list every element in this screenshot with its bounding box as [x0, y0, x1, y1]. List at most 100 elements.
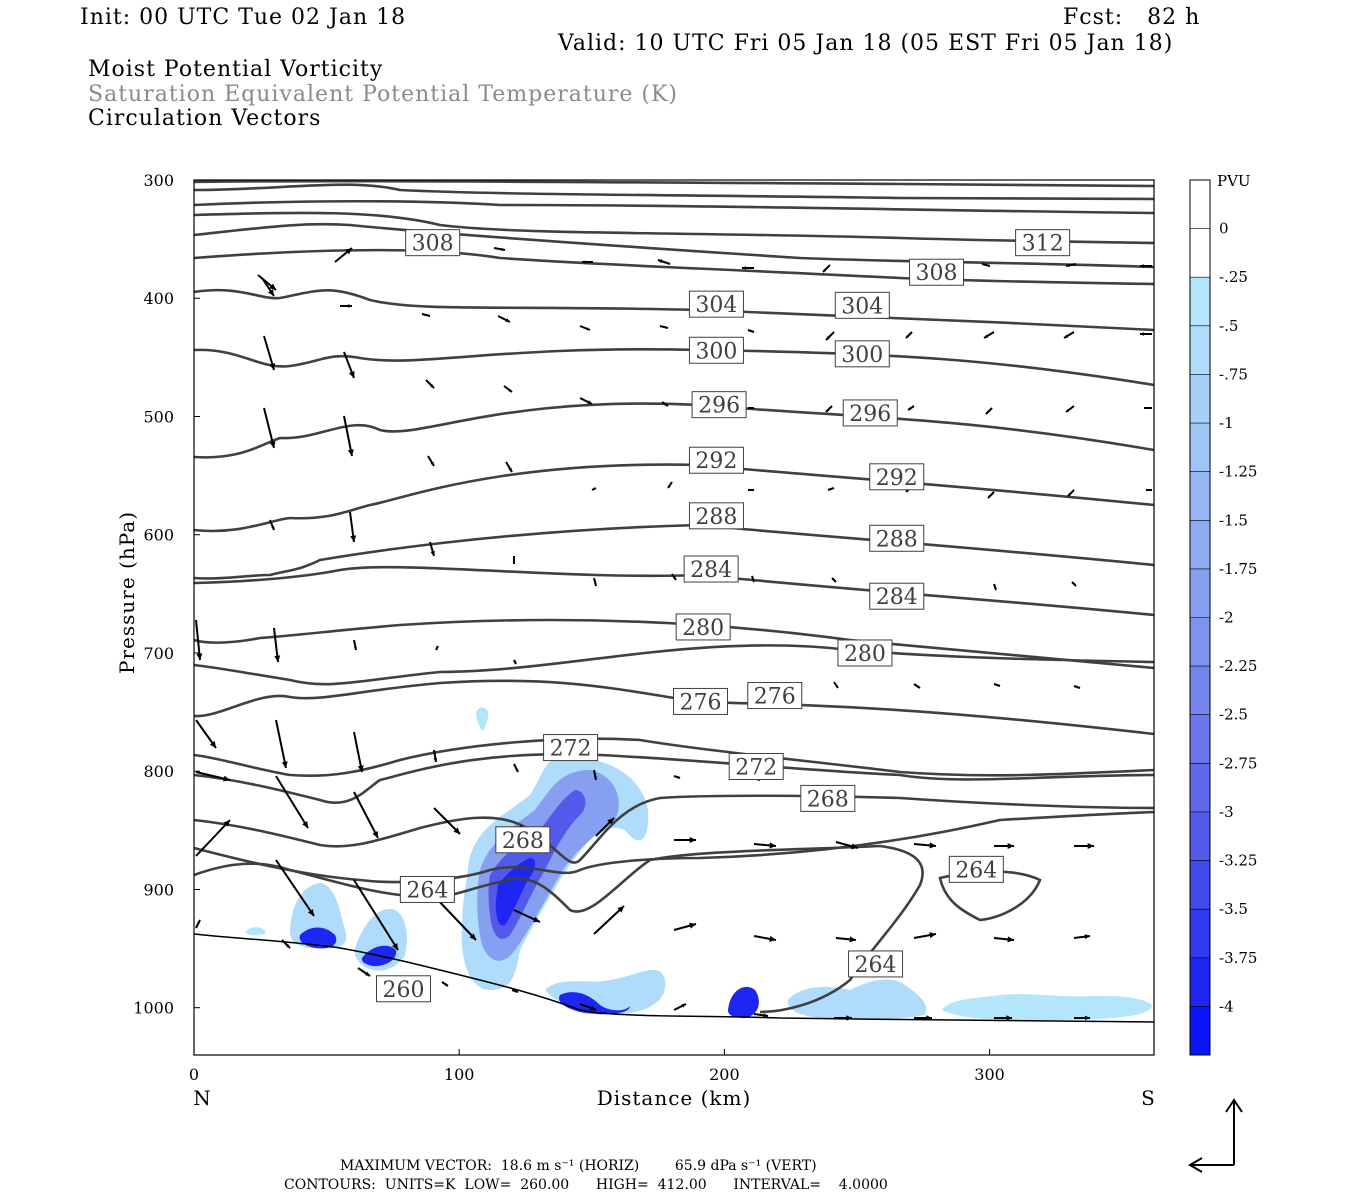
theta-es-contour — [193, 737, 1155, 778]
theta-es-contour — [193, 179, 1155, 188]
vector-arrow — [1063, 331, 1075, 339]
vector-arrow — [334, 247, 353, 263]
y-tick-label: 300 — [143, 171, 174, 190]
vector-arrow — [993, 936, 1015, 943]
vector-arrow — [1065, 405, 1075, 413]
svg-text:284: 284 — [690, 558, 732, 583]
vector-arrow — [1073, 685, 1081, 689]
theta-es-contour — [193, 565, 1155, 617]
max-vector-note: MAXIMUM VECTOR: 18.6 m s⁻¹ (HORIZ) 65.9 … — [340, 1158, 817, 1174]
colorbar-swatch — [1190, 811, 1210, 862]
theta-es-contours — [193, 179, 1155, 1023]
vector-arrow — [671, 573, 677, 581]
colorbar-level-label: -.5 — [1219, 317, 1238, 335]
colorbar-swatch — [1190, 763, 1210, 813]
vector-arrow — [505, 461, 513, 473]
vector-arrow — [433, 749, 438, 763]
valid-time: Valid: 10 UTC Fri 05 Jan 18 (05 EST Fri … — [558, 31, 1174, 56]
vector-arrow — [497, 315, 511, 323]
vector-arrow — [195, 919, 201, 929]
vector-arrow — [1140, 264, 1152, 268]
vector-arrow — [751, 575, 755, 583]
vector-arrow — [673, 1003, 687, 1011]
svg-text:276: 276 — [680, 690, 722, 715]
colorbar-swatch — [1190, 1006, 1210, 1056]
contour-label: 272 — [728, 752, 784, 780]
contour-label: 268 — [495, 826, 551, 854]
contour-labels: 312 308 308 304 304 300 300 296 296 292 292 288 288 2… — [376, 229, 1071, 1003]
vector-arrow — [493, 247, 506, 252]
contour-label: 260 — [376, 975, 432, 1003]
theta-es-contour — [193, 347, 1155, 387]
vector-arrow — [195, 771, 231, 782]
vector-arrow — [825, 331, 835, 341]
vector-arrow — [914, 1015, 932, 1021]
vector-arrow — [913, 932, 937, 939]
colorbar-level-label: -3.25 — [1219, 852, 1257, 870]
colorbar-swatch — [1190, 957, 1210, 1007]
contour-label: 296 — [691, 391, 747, 419]
svg-text:308: 308 — [412, 232, 454, 257]
svg-text:288: 288 — [876, 527, 918, 552]
contour-label: 284 — [869, 582, 925, 610]
vector-arrow — [1074, 842, 1094, 850]
colorbar-frame — [1189, 179, 1211, 1056]
contour-label: 304 — [688, 290, 744, 318]
svg-text:308: 308 — [916, 261, 958, 286]
vector-arrow — [667, 481, 673, 489]
vector-arrow — [1065, 263, 1077, 267]
y-tick-label: 1000 — [133, 999, 174, 1018]
colorbar: PVU 0 -.25 -.5 -.75 -1 -1.25 -1.5 -1.75 -2 -2.25 -2… — [1189, 172, 1257, 1056]
contour-label: 268 — [800, 784, 856, 812]
vector-arrow — [742, 266, 754, 270]
colorbar-swatch — [1190, 617, 1210, 667]
vector-arrow — [425, 379, 435, 389]
contour-label: 276 — [673, 687, 729, 715]
vector-arrow — [273, 627, 281, 663]
mpv-region — [942, 994, 1152, 1020]
svg-text:264: 264 — [406, 878, 448, 903]
vector-arrow — [433, 807, 461, 835]
svg-text:284: 284 — [876, 585, 918, 610]
theta-es-contour — [193, 463, 1155, 533]
colorbar-swatch — [1190, 568, 1210, 618]
vector-arrow — [913, 842, 937, 849]
svg-text:312: 312 — [1022, 232, 1064, 257]
contour-info-note: CONTOURS: UNITS=K LOW= 260.00 HIGH= 412.… — [284, 1177, 888, 1193]
vector-arrow — [753, 935, 777, 942]
colorbar-level-label: -2.75 — [1219, 754, 1257, 772]
contour-label: 308 — [405, 229, 461, 257]
vector-arrow — [421, 313, 431, 317]
contour-label: 296 — [842, 399, 898, 427]
vector-arrow — [582, 260, 593, 264]
theta-es-contour — [193, 248, 1155, 286]
colorbar-swatch — [1190, 325, 1210, 375]
vector-arrow — [835, 936, 857, 943]
vector-arrow — [822, 264, 831, 273]
svg-text:276: 276 — [754, 685, 796, 710]
vector-arrow — [353, 731, 364, 773]
vector-arrow — [981, 263, 991, 267]
vector-arrow — [269, 519, 275, 531]
vector-arrow — [340, 304, 352, 308]
vector-arrow — [427, 455, 435, 467]
vector-arrow — [263, 335, 276, 371]
theta-es-contour — [193, 794, 1155, 864]
vector-arrow — [1071, 581, 1077, 587]
vector-arrow — [195, 819, 231, 857]
x-axis-label: Distance (km) — [597, 1086, 752, 1110]
contour-label: 308 — [909, 258, 965, 286]
vector-arrow — [983, 331, 995, 339]
mpv-region — [728, 986, 759, 1018]
vector-arrow — [748, 406, 754, 410]
contour-label: 280 — [837, 639, 893, 667]
colorbar-level-label: -.75 — [1219, 365, 1248, 383]
vector-arrow — [593, 769, 597, 781]
vector-arrow — [674, 836, 696, 844]
contour-label: 304 — [834, 291, 890, 319]
colorbar-level-label: -1.75 — [1219, 560, 1257, 578]
forecast-hour: Fcst: 82 h — [1063, 5, 1201, 30]
svg-text:292: 292 — [695, 449, 737, 474]
axes: 300 400 500 600 700 800 900 1000 0 100 200 300 Dista… — [115, 171, 1155, 1110]
vector-arrow — [1146, 488, 1152, 492]
